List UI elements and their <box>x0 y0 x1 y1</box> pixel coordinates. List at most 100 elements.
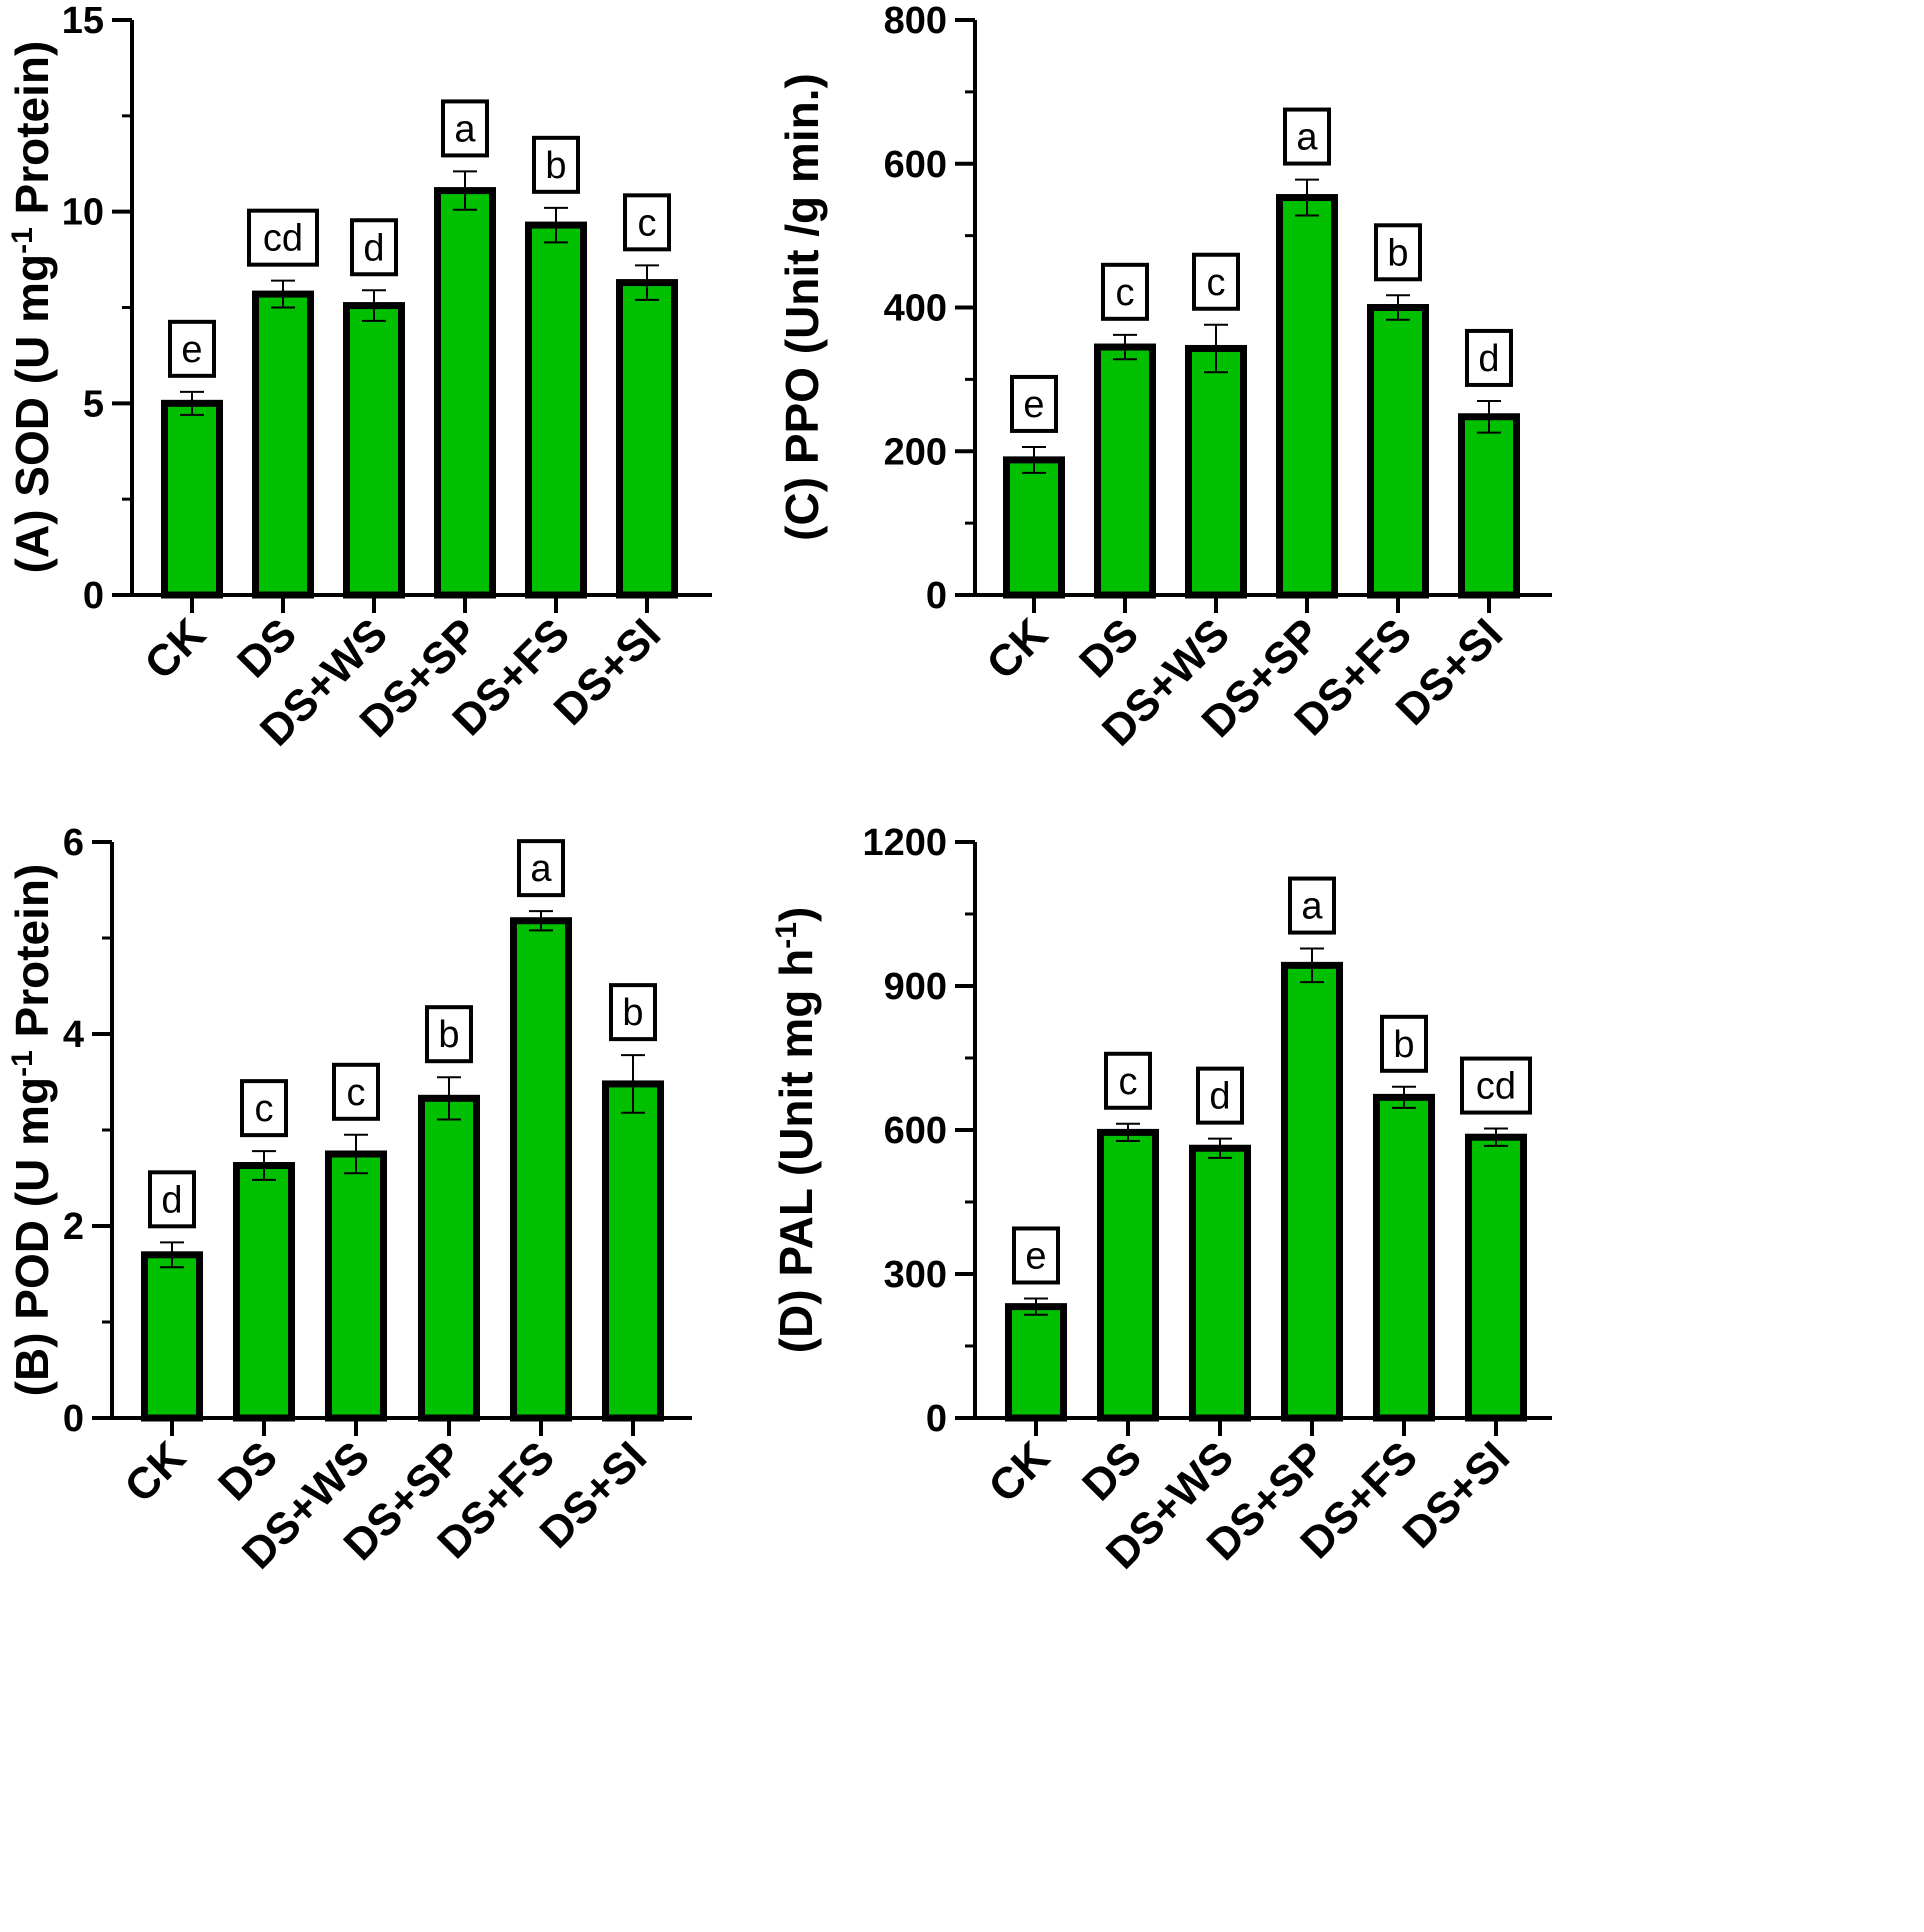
bar-DS+WS <box>1189 1144 1251 1422</box>
bar-DS+FS <box>1367 304 1429 599</box>
significance-box <box>1465 328 1513 387</box>
bar-DS+SP <box>434 187 496 599</box>
significance-box <box>532 135 580 194</box>
y-axis-title-part: Protein) <box>6 864 58 1051</box>
y-axis-title-part: (D) PAL (Unit mg h <box>770 949 822 1354</box>
x-tick-label: DS <box>1070 609 1148 687</box>
y-tick-label: 0 <box>63 1398 84 1440</box>
significance-box <box>1012 1226 1060 1285</box>
significance-letter: b <box>1387 232 1408 274</box>
panel-C: 0 200 400 600 800 (C) PPO (Unit /g min.) e CK c D… <box>776 0 1552 756</box>
bar-DS+WS <box>1185 344 1247 599</box>
y-axis-title: (C) PPO (Unit /g min.) <box>776 73 828 541</box>
y-axis-title: (A) SOD (U mg-1 Protein) <box>6 41 58 574</box>
bar-DS+SI <box>1458 413 1520 599</box>
significance-box <box>247 208 319 267</box>
significance-letter: e <box>181 329 202 371</box>
significance-box <box>1104 1051 1152 1110</box>
bar-CK <box>141 1251 203 1422</box>
bar-CK <box>161 399 223 599</box>
significance-box <box>1192 252 1240 311</box>
x-tick-label: DS+SI <box>1387 609 1512 734</box>
y-axis-title: (D) PAL (Unit mg h-1) <box>770 907 822 1354</box>
significance-box <box>623 193 671 252</box>
significance-box <box>441 99 489 158</box>
significance-box <box>1380 1014 1428 1073</box>
y-tick-label: 10 <box>62 192 104 234</box>
significance-box <box>517 839 565 898</box>
x-tick-label: DS <box>228 609 306 687</box>
significance-letter: b <box>1393 1024 1414 1066</box>
significance-box <box>168 319 216 378</box>
significance-letter: a <box>530 848 552 890</box>
significance-letter: a <box>1301 886 1323 928</box>
panel-D: 0 300 600 900 1200 (D) PAL (Unit mg h-1) e CK c D… <box>770 822 1552 1579</box>
y-axis-title-superscript: -1 <box>6 227 39 254</box>
significance-letter: d <box>363 227 384 269</box>
x-tick-label: DS <box>1073 1432 1151 1510</box>
bar-DS+SP <box>1276 194 1338 599</box>
significance-box <box>1460 1056 1532 1115</box>
y-axis-title: (B) POD (U mg-1 Protein) <box>6 864 58 1397</box>
bar-DS+WS <box>325 1150 387 1422</box>
significance-box <box>1010 374 1058 433</box>
y-tick-label: 2 <box>63 1206 84 1248</box>
y-tick-label: 0 <box>926 575 947 617</box>
significance-letter: d <box>161 1179 182 1221</box>
significance-box <box>148 1170 196 1229</box>
y-axis-title-part: ) <box>770 907 822 922</box>
significance-letter: e <box>1025 1235 1046 1277</box>
y-tick-label: 400 <box>884 288 947 330</box>
significance-box <box>1101 262 1149 321</box>
significance-box <box>332 1062 380 1121</box>
significance-letter: e <box>1023 384 1044 426</box>
y-tick-label: 900 <box>884 966 947 1008</box>
bar-DS <box>252 290 314 599</box>
y-tick-label: 600 <box>884 1110 947 1152</box>
significance-letter: d <box>1209 1076 1230 1118</box>
y-tick-label: 4 <box>63 1014 84 1056</box>
bar-DS+FS <box>1373 1093 1435 1422</box>
significance-box <box>1288 876 1336 935</box>
bar-DS+SP <box>1281 961 1343 1422</box>
bar-DS+SI <box>616 279 678 599</box>
significance-letter: a <box>1296 117 1318 159</box>
significance-letter: cd <box>263 218 303 260</box>
significance-box <box>609 983 657 1042</box>
x-tick-label: DS+SI <box>1394 1432 1519 1557</box>
bar-DS <box>233 1162 295 1422</box>
y-tick-label: 0 <box>83 575 104 617</box>
y-axis-title-superscript: -1 <box>770 922 803 949</box>
significance-letter: d <box>1478 338 1499 380</box>
bar-CK <box>1003 456 1065 599</box>
y-tick-label: 0 <box>926 1398 947 1440</box>
panel-A: 0 5 10 15(A) SOD (U mg-1 Protein) e CK cd DS d DS… <box>6 0 712 756</box>
x-tick-label: CK <box>135 609 215 689</box>
y-tick-label: 600 <box>884 144 947 186</box>
x-tick-label: DS <box>209 1432 287 1510</box>
x-tick-label: DS+SI <box>531 1432 656 1557</box>
significance-box <box>1374 223 1422 282</box>
y-axis-title-superscript: -1 <box>6 1050 39 1077</box>
y-tick-label: 1200 <box>862 822 947 864</box>
x-tick-label: DS+SI <box>545 609 670 734</box>
significance-letter: b <box>622 992 643 1034</box>
bar-DS+FS <box>525 221 587 599</box>
significance-box <box>1283 107 1331 166</box>
y-tick-label: 15 <box>62 0 104 42</box>
y-axis-title-part: (B) POD (U mg <box>6 1077 58 1396</box>
significance-letter: b <box>438 1014 459 1056</box>
significance-box <box>240 1079 288 1138</box>
y-tick-label: 5 <box>83 383 104 425</box>
y-tick-label: 200 <box>884 431 947 473</box>
y-axis-title-part: (A) SOD (U mg <box>6 254 58 573</box>
bar-DS <box>1097 1128 1159 1422</box>
significance-box <box>1196 1066 1244 1125</box>
y-tick-label: 800 <box>884 0 947 42</box>
y-axis-title-part: (C) PPO (Unit /g min.) <box>776 73 828 541</box>
y-tick-label: 6 <box>63 822 84 864</box>
significance-letter: c <box>255 1088 274 1130</box>
significance-letter: c <box>638 202 657 244</box>
